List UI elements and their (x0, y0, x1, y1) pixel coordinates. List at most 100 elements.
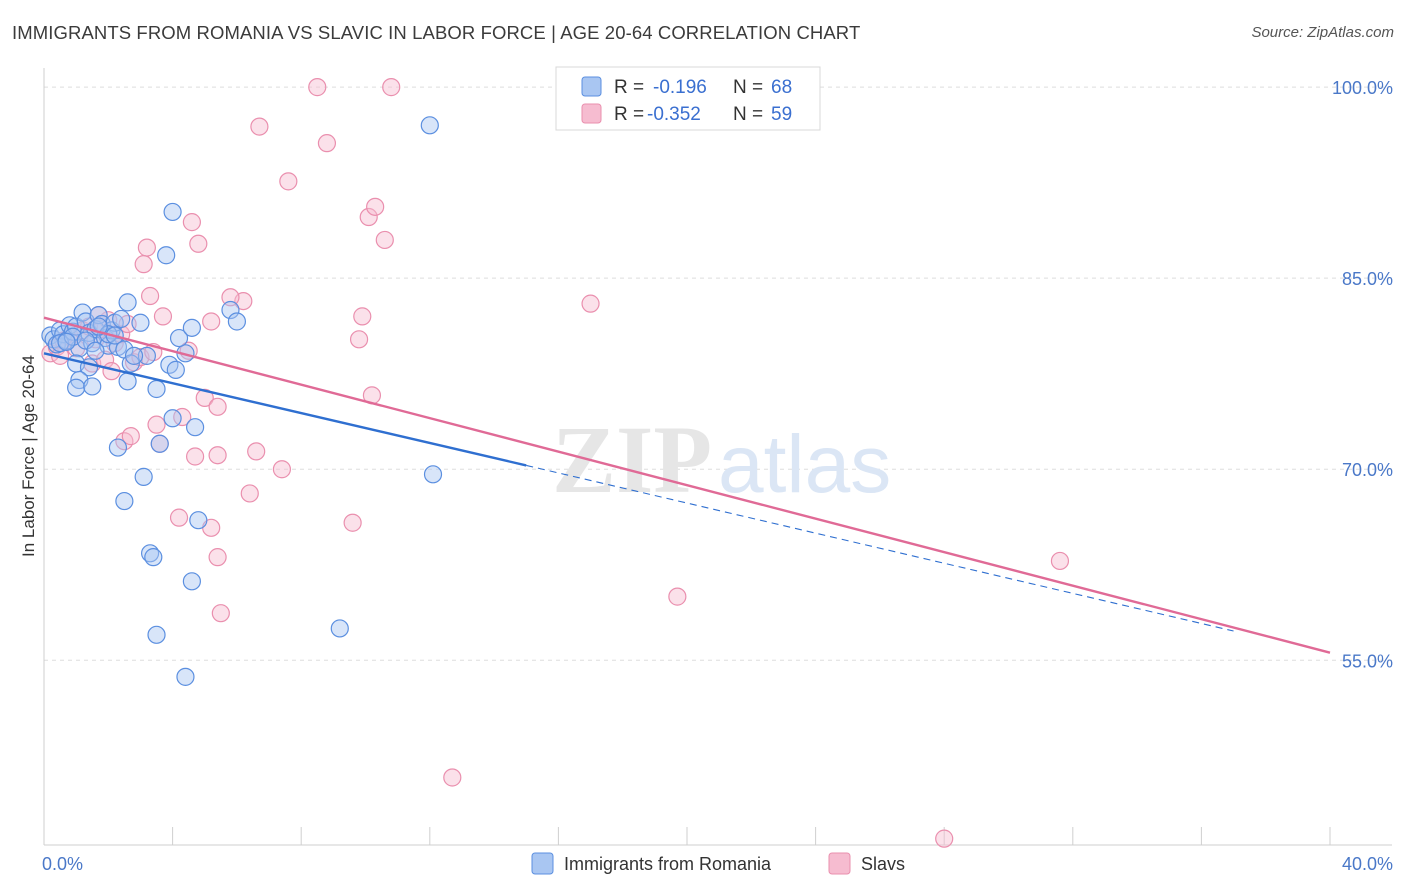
data-point-slavs (186, 447, 205, 466)
data-point-romania (330, 619, 349, 638)
data-point-slavs (182, 213, 201, 232)
data-point-slavs (134, 255, 153, 274)
data-point-slavs (211, 604, 230, 623)
data-point-slavs (443, 768, 462, 787)
data-point-slavs (208, 548, 227, 567)
trend-line-romania (43, 352, 527, 467)
gridlines (44, 86, 1392, 661)
data-point-romania (189, 511, 208, 530)
data-point-romania (420, 116, 439, 135)
data-point-romania (147, 625, 166, 644)
legend-r-label-romania: R = (614, 77, 644, 98)
data-point-romania (86, 341, 105, 360)
data-point-romania (112, 309, 131, 329)
bottom-legend-label-slavs: Slavs (861, 854, 905, 874)
x-tick-label: 0.0% (42, 854, 83, 874)
data-point-romania (186, 418, 205, 437)
data-point-slavs (668, 587, 687, 606)
data-point-slavs (1050, 551, 1070, 571)
data-point-romania (163, 409, 182, 428)
data-point-romania (176, 667, 195, 686)
data-point-romania (147, 379, 166, 399)
data-point-romania (221, 300, 240, 320)
y-tick-label: 55.0% (1342, 651, 1393, 671)
data-point-slavs (359, 207, 378, 227)
chart-title: IMMIGRANTS FROM ROMANIA VS SLAVIC IN LAB… (12, 22, 861, 43)
bottom-legend-swatch-slavs (828, 852, 851, 875)
data-point-romania (182, 318, 201, 337)
data-point-slavs (202, 312, 221, 331)
data-point-romania (137, 346, 156, 365)
x-tick-label: 40.0% (1342, 854, 1393, 874)
data-point-slavs (173, 407, 192, 427)
data-point-romania (124, 346, 144, 365)
data-point-romania (67, 378, 86, 397)
data-point-slavs (366, 197, 385, 216)
bottom-legend-label-romania: Immigrants from Romania (564, 854, 772, 874)
legend-r-value-romania: -0.196 (653, 77, 707, 98)
data-point-romania (83, 377, 102, 396)
data-point-romania (134, 467, 153, 486)
data-point-romania (166, 360, 185, 379)
trend-line-slavs (43, 316, 1331, 654)
data-point-slavs (272, 460, 292, 479)
data-point-slavs (317, 134, 337, 153)
bottom-legend-swatch-romania (531, 852, 554, 875)
y-tick-label: 100.0% (1332, 78, 1393, 98)
data-point-slavs (375, 230, 394, 250)
data-point-romania (108, 438, 128, 457)
data-point-slavs (343, 513, 362, 532)
legend-r-value-slavs: -0.352 (647, 104, 701, 125)
data-point-slavs (308, 78, 327, 97)
y-tick-label: 85.0% (1342, 269, 1393, 289)
data-point-romania (182, 572, 201, 591)
data-point-slavs (935, 829, 954, 848)
legend-r-label-slavs: R = (614, 104, 644, 125)
data-point-romania (131, 313, 150, 332)
data-point-slavs (221, 288, 240, 307)
data-point-slavs (581, 294, 600, 313)
y-tick-label: 70.0% (1342, 460, 1393, 480)
data-point-romania (423, 465, 443, 484)
trend-line-romania-extension (526, 464, 1234, 632)
data-point-romania (157, 246, 176, 265)
data-point-romania (118, 372, 137, 391)
data-point-slavs (189, 234, 208, 253)
legend-swatch-slavs (581, 103, 602, 124)
data-point-romania (227, 312, 246, 331)
data-point-slavs (382, 78, 401, 97)
data-point-romania (115, 491, 134, 511)
data-point-slavs (240, 484, 259, 503)
data-point-slavs (353, 307, 372, 326)
data-point-slavs (279, 172, 298, 191)
axes (43, 68, 1392, 846)
legend-n-value-romania: 68 (771, 77, 792, 98)
bottom-legend: Immigrants from Romania Slavs (531, 852, 905, 875)
data-point-slavs (153, 307, 173, 326)
data-point-romania (144, 548, 163, 567)
legend-n-label-slavs: N = (733, 104, 763, 125)
legend-swatch-romania (581, 76, 602, 97)
data-point-slavs (195, 388, 214, 408)
legend-n-value-slavs: 59 (771, 104, 792, 125)
trend-lines (43, 316, 1331, 654)
slavs-points (41, 78, 1070, 848)
y-tick-labels: 55.0% 70.0% 85.0% 100.0% (1332, 78, 1393, 671)
data-point-slavs (121, 427, 140, 446)
data-point-romania (118, 293, 137, 312)
legend-n-label-romania: N = (733, 77, 763, 98)
data-point-romania (57, 332, 76, 351)
data-point-slavs (169, 508, 189, 527)
data-point-slavs (208, 397, 227, 416)
x-tick-labels: 0.0% 40.0% (42, 854, 1393, 874)
legend: R = -0.196 N = 68 R = -0.352 N = 59 (555, 66, 821, 131)
source-label: Source: ZipAtlas.com (1251, 24, 1394, 41)
y-axis-label: In Labor Force | Age 20-64 (19, 355, 38, 557)
watermark-atlas: atlas (718, 419, 891, 510)
data-point-slavs (137, 238, 156, 257)
data-point-slavs (250, 117, 269, 136)
data-point-slavs (147, 415, 166, 434)
data-point-slavs (140, 286, 160, 306)
watermark-zip: ZIP (552, 406, 712, 513)
